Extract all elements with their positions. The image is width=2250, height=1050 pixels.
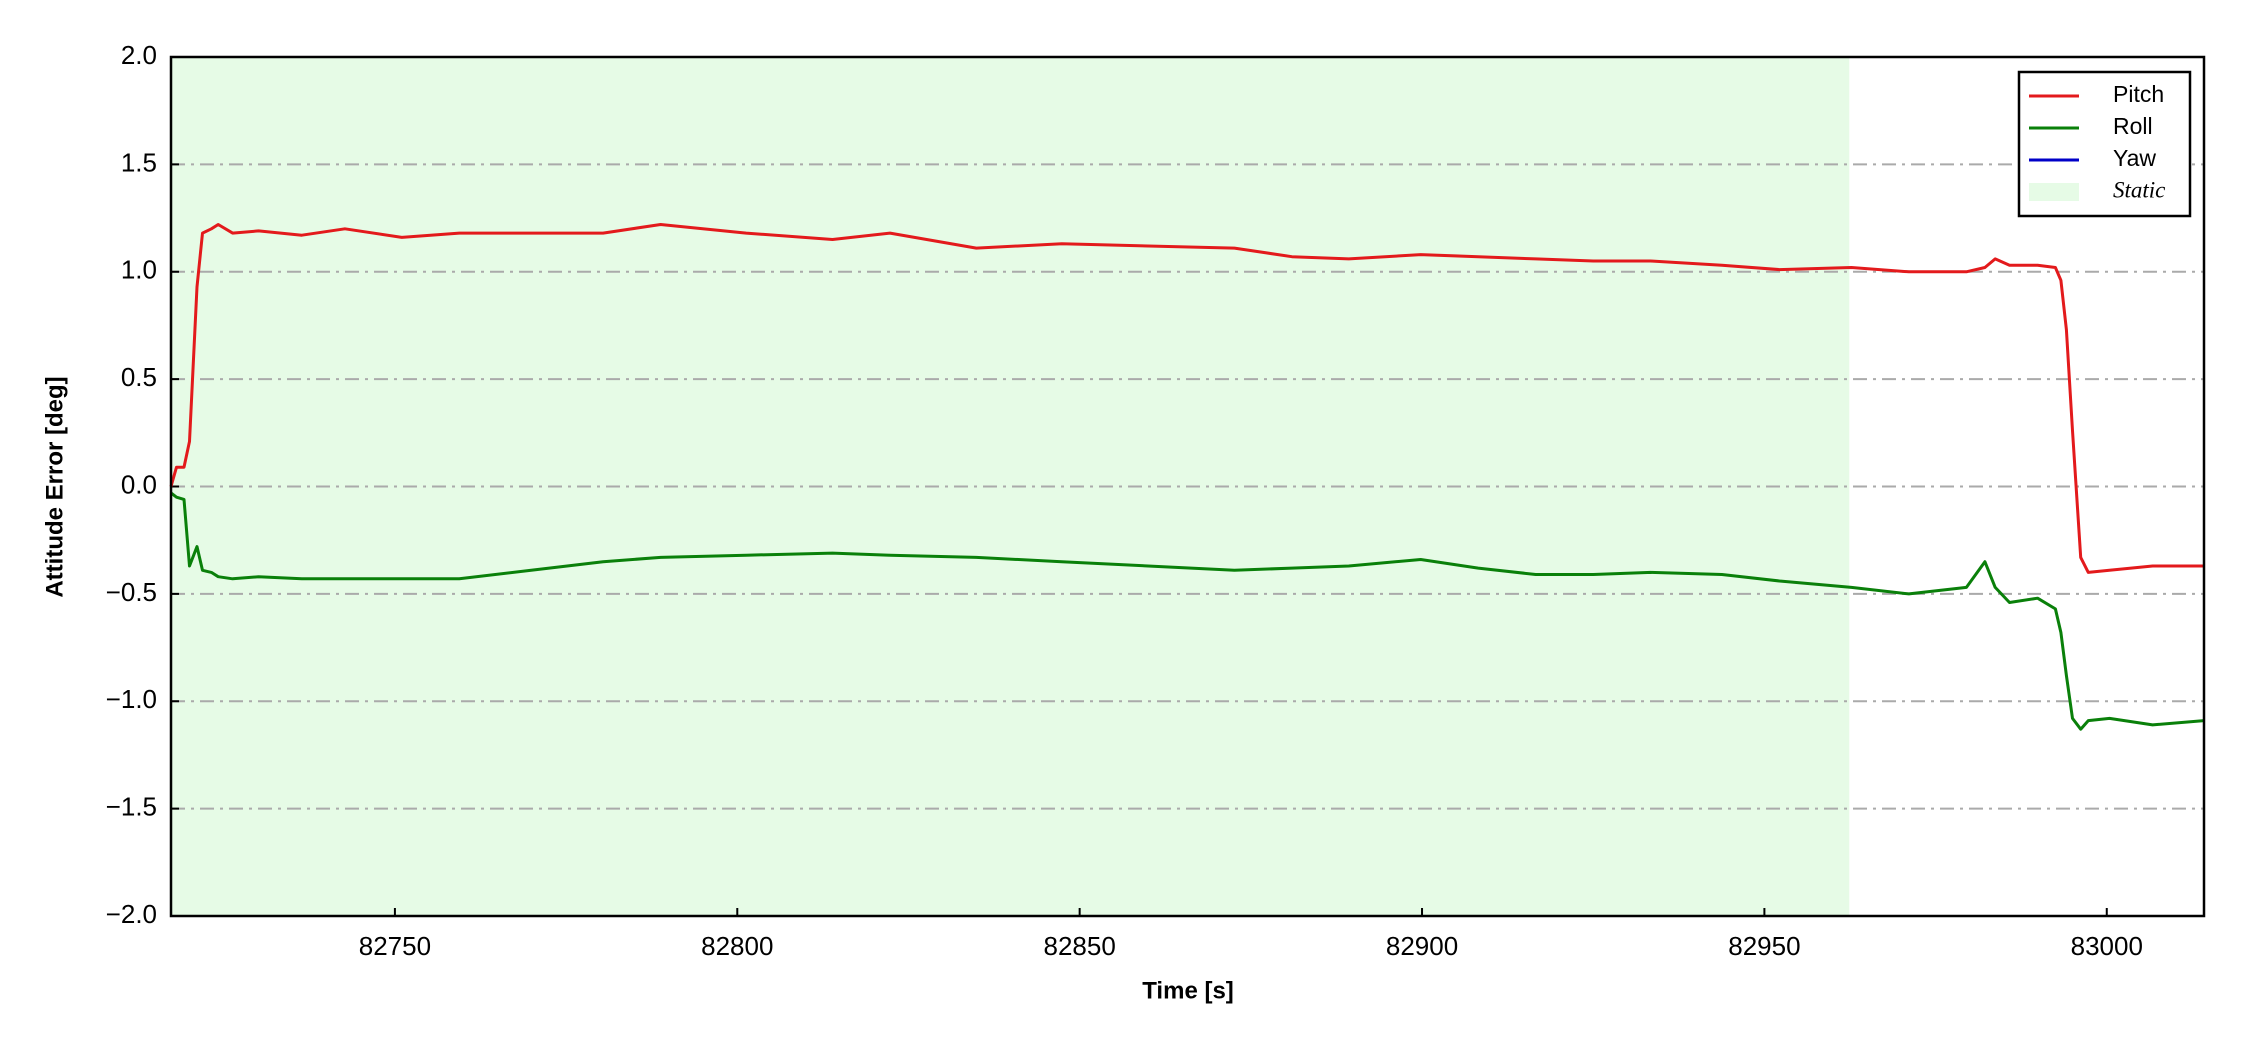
legend-swatch [2029,183,2079,201]
legend-label: Yaw [2113,145,2156,171]
x-tick-label: 82850 [1043,931,1115,961]
y-tick-label: 0.0 [121,469,157,499]
legend-label: Pitch [2113,81,2164,107]
y-tick-label: 2.0 [121,40,157,70]
legend-label: Static [2113,177,2165,202]
x-tick-label: 82950 [1728,931,1800,961]
x-tick-label: 83000 [2071,931,2143,961]
y-tick-label: −1.0 [106,684,157,714]
legend-label: Roll [2113,113,2153,139]
y-tick-label: 1.0 [121,255,157,285]
x-axis-label: Time [s] [1142,977,1234,1004]
y-tick-label: 0.5 [121,362,157,392]
y-tick-label: −0.5 [106,577,157,607]
x-tick-label: 82750 [359,931,431,961]
series-line [169,223,2204,574]
series-line [170,491,2205,731]
y-tick-label: −2.0 [106,899,157,929]
plot-frame [169,55,2206,918]
x-tick-label: 82900 [1386,931,1458,961]
x-tick-label: 82800 [701,931,773,961]
y-axis-label: Attitude Error [deg] [41,376,68,597]
y-tick-label: 1.5 [121,147,157,177]
y-tick-label: −1.5 [106,792,157,822]
